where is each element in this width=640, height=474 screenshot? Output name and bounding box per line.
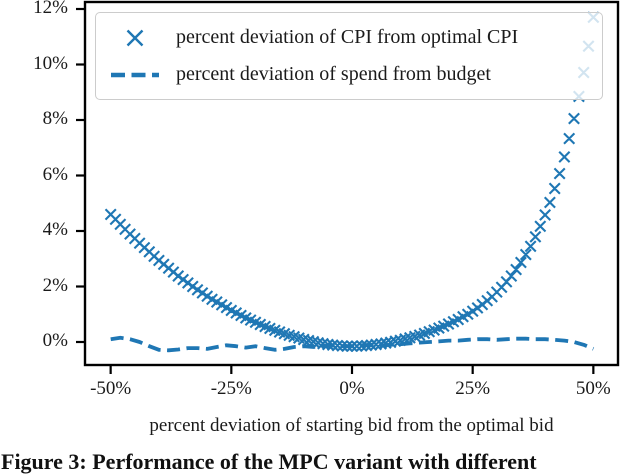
legend-entry-spend: percent deviation of spend from budget: [106, 56, 602, 93]
spend-dash-icon: [106, 71, 164, 79]
legend-label-spend: percent deviation of spend from budget: [176, 63, 491, 85]
x-tick-label: -50%: [90, 378, 132, 399]
legend-label-cpi: percent deviation of CPI from optimal CP…: [176, 26, 519, 48]
y-tick-label: 2%: [42, 274, 68, 296]
y-tick-label: 12%: [33, 0, 68, 18]
legend-entry-cpi: percent deviation of CPI from optimal CP…: [106, 19, 602, 56]
y-tick-label: 10%: [33, 52, 68, 74]
x-tick-label: -25%: [210, 378, 252, 399]
y-tick-label: 0%: [42, 330, 68, 351]
plot-area: [76, 0, 620, 374]
cpi-x-marker-icon: [106, 28, 164, 48]
figure-caption: Figure 3: Performance of the MPC variant…: [1, 449, 537, 474]
legend: percent deviation of CPI from optimal CP…: [95, 12, 603, 100]
x-axis-label: percent deviation of starting bid from t…: [149, 415, 554, 436]
y-tick-label: 8%: [42, 108, 68, 129]
x-tick-label: 0%: [339, 378, 365, 399]
y-tick-label: 4%: [42, 219, 68, 240]
x-tick-label: 25%: [455, 378, 491, 399]
x-tick-label: 50%: [575, 378, 611, 399]
y-tick-label: 6%: [42, 163, 68, 185]
